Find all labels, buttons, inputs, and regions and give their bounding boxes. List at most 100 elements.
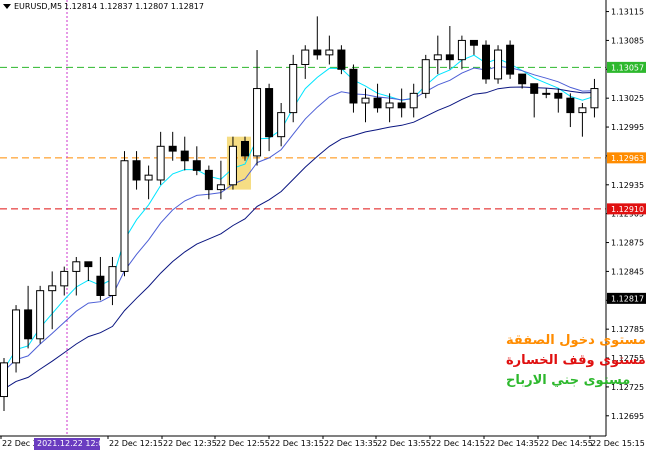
- candle-body-bull: [542, 92, 551, 95]
- candle[interactable]: [108, 256, 117, 306]
- candle-body-bear: [530, 83, 539, 94]
- candle[interactable]: [590, 78, 599, 118]
- candle[interactable]: [409, 83, 418, 118]
- candle-body-bear: [373, 97, 382, 109]
- ema-slow-line: [3, 86, 595, 390]
- candle[interactable]: [578, 102, 587, 137]
- candle[interactable]: [494, 45, 503, 84]
- candle[interactable]: [120, 151, 129, 277]
- candle-body-bear: [518, 73, 527, 85]
- time-tick-label: 22 Dec 14:35: [485, 439, 539, 448]
- candle-body-bull: [36, 290, 45, 340]
- stop-loss-price-badge-bg: [607, 203, 646, 215]
- candle[interactable]: [325, 35, 334, 65]
- candle-body-bull: [409, 92, 418, 109]
- candle-body-bull: [457, 39, 466, 61]
- candle[interactable]: [313, 16, 322, 60]
- candle-body-bull: [421, 59, 430, 94]
- candle[interactable]: [241, 136, 249, 161]
- candle[interactable]: [518, 73, 527, 89]
- candle[interactable]: [204, 165, 213, 200]
- candle-body-bear: [445, 54, 454, 61]
- candle[interactable]: [168, 131, 177, 161]
- ema-mid-line: [3, 65, 595, 372]
- candle-body-bear: [554, 92, 563, 99]
- time-tick-label: 22 Dec 14:15: [431, 439, 485, 448]
- candle-body-bear: [482, 44, 490, 80]
- candle[interactable]: [24, 285, 33, 349]
- candle[interactable]: [530, 83, 539, 118]
- candle[interactable]: [289, 54, 298, 123]
- candle[interactable]: [0, 358, 8, 411]
- candle-body-bear: [397, 102, 406, 109]
- candle[interactable]: [60, 266, 69, 296]
- candle[interactable]: [349, 64, 358, 113]
- candle[interactable]: [277, 102, 286, 147]
- candle[interactable]: [397, 88, 406, 118]
- price-tick-label: 1.12935: [611, 181, 644, 190]
- candle-body-bull: [144, 174, 153, 181]
- candle-body-bull: [361, 97, 370, 104]
- candle-body-bear: [192, 160, 201, 171]
- time-tick-label: 22 Dec 12:15: [109, 439, 163, 448]
- candle-body-bull: [494, 49, 503, 80]
- current-price-badge-bg: [607, 292, 646, 304]
- candle-body-bull: [325, 49, 334, 56]
- candle[interactable]: [180, 136, 189, 171]
- symbol-menu-icon[interactable]: [3, 4, 11, 9]
- candle-body-bear: [204, 169, 213, 191]
- candle[interactable]: [554, 88, 563, 113]
- price-tick-label: 1.12995: [611, 123, 644, 132]
- price-tick-label: 1.12875: [611, 239, 644, 248]
- candle-body-bull: [590, 88, 599, 109]
- candle[interactable]: [48, 271, 57, 330]
- candle[interactable]: [156, 131, 165, 185]
- candle[interactable]: [542, 88, 551, 99]
- candle[interactable]: [96, 256, 105, 301]
- candle-body-bear: [84, 261, 93, 268]
- candle-body-bull: [385, 102, 394, 109]
- stop-loss-price-badge-text: 1.12910: [611, 205, 644, 214]
- candle[interactable]: [506, 40, 515, 79]
- candle[interactable]: [301, 45, 310, 79]
- candle[interactable]: [337, 45, 346, 75]
- candle[interactable]: [373, 83, 382, 113]
- candle[interactable]: [361, 88, 370, 123]
- price-tick-label: 1.12845: [611, 267, 644, 276]
- candle[interactable]: [253, 50, 262, 166]
- candle[interactable]: [72, 256, 81, 296]
- candle[interactable]: [216, 160, 225, 200]
- take-profit-price-badge: 1.13057: [607, 61, 646, 73]
- candle-body-bull: [12, 309, 21, 364]
- candle[interactable]: [132, 151, 141, 190]
- cursor-time-badge-bg: [34, 438, 100, 450]
- candle[interactable]: [265, 83, 274, 152]
- candle-body-bear: [180, 150, 189, 162]
- legend-take-profit-level: مستوى جني الارباح: [506, 373, 630, 388]
- ohlc-values: 1.12814 1.12837 1.12807 1.12817: [64, 2, 204, 11]
- candle[interactable]: [144, 165, 153, 200]
- candle[interactable]: [421, 54, 430, 99]
- take-profit-price-badge-bg: [607, 61, 646, 73]
- candle-body-bull: [289, 63, 298, 114]
- candle[interactable]: [482, 40, 490, 84]
- candle-body-bear: [313, 49, 322, 56]
- candle[interactable]: [84, 261, 93, 282]
- candle-body-bear: [241, 140, 249, 157]
- time-tick-label: 22 Dec 12:35: [163, 439, 217, 448]
- candle[interactable]: [228, 136, 237, 190]
- candle[interactable]: [445, 25, 454, 70]
- candle[interactable]: [36, 285, 45, 344]
- candle[interactable]: [12, 305, 21, 373]
- candle[interactable]: [192, 146, 201, 176]
- entry-price-badge-bg: [607, 152, 646, 164]
- candle[interactable]: [457, 35, 466, 70]
- candle[interactable]: [433, 35, 442, 75]
- candle-body-bull: [277, 112, 286, 138]
- candle[interactable]: [566, 93, 575, 128]
- candle[interactable]: [385, 93, 394, 123]
- legend-stop-loss-level: مستوى وقف الخسارة: [506, 353, 646, 368]
- candle[interactable]: [469, 39, 478, 55]
